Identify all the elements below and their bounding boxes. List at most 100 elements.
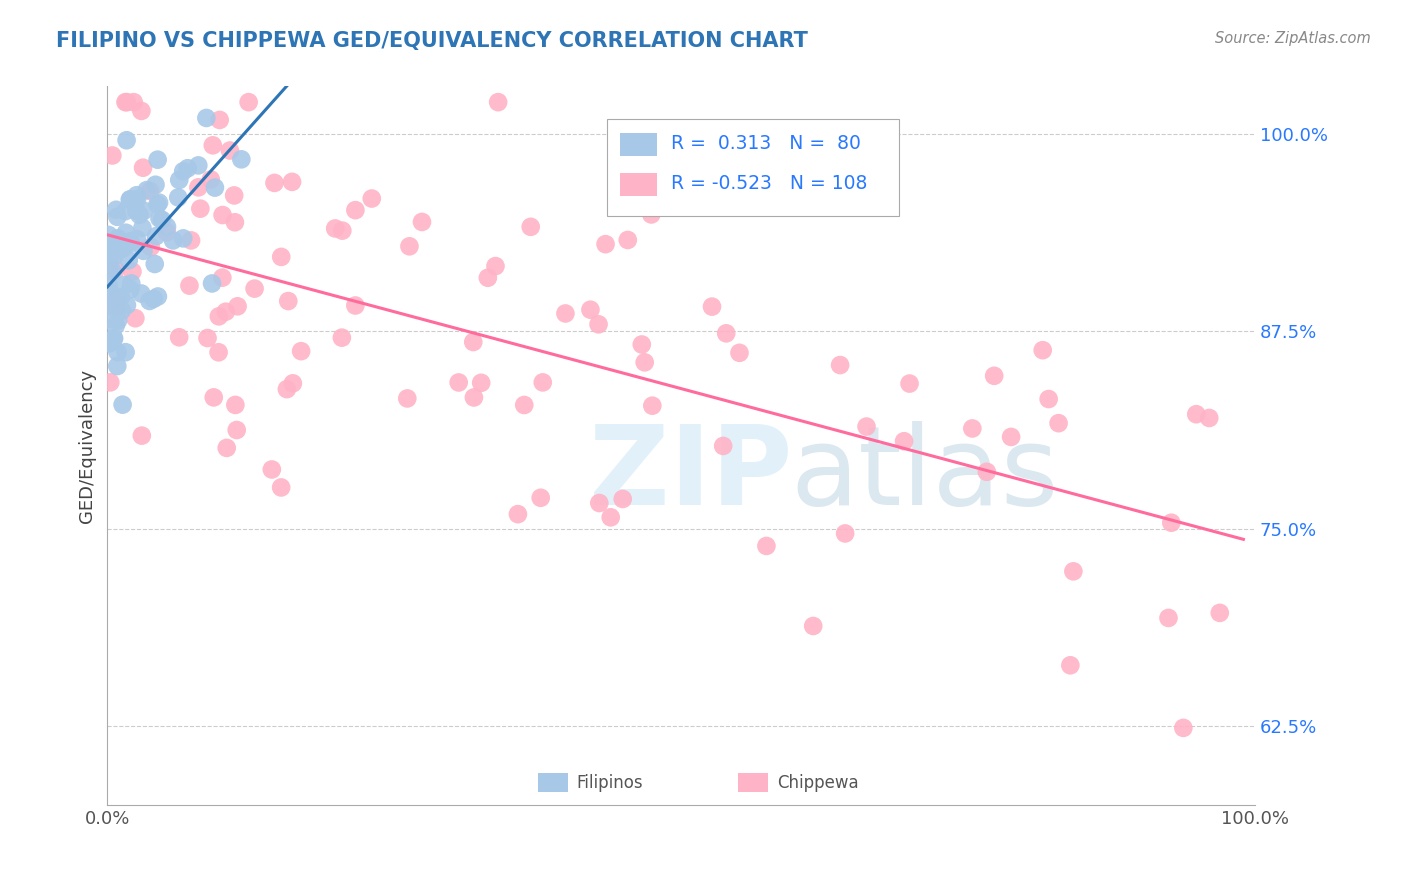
Point [120,234,142,248]
Point [167,173,190,187]
Point [641,399,664,413]
Point [463,391,485,405]
Point [101,148,124,162]
Point [110,290,132,304]
Point [344,298,367,312]
Point [172,231,194,245]
Point [215,304,238,318]
Text: Chippewa: Chippewa [778,773,859,792]
Point [486,95,509,110]
Point [103,249,125,263]
Point [121,264,143,278]
Point [1160,516,1182,530]
Point [470,376,492,390]
Y-axis label: GED/Equivalency: GED/Equivalency [79,368,96,523]
Point [120,283,142,297]
Point [125,232,148,246]
Point [277,294,299,309]
Point [118,193,141,207]
Point [1032,343,1054,358]
Point [219,144,242,158]
Point [281,175,304,189]
Text: Source: ZipAtlas.com: Source: ZipAtlas.com [1215,31,1371,46]
Point [111,242,134,256]
Point [98,251,121,265]
Point [202,391,225,405]
Point [145,229,167,244]
Point [270,480,292,494]
Point [131,286,153,301]
Point [105,210,128,224]
Point [1173,721,1195,735]
Text: ZIP: ZIP [589,421,793,528]
Point [103,332,125,346]
Point [290,344,312,359]
Point [588,496,610,510]
Point [187,158,209,172]
Point [716,326,738,341]
Point [124,311,146,326]
Point [231,153,253,167]
Point [97,289,120,303]
Point [142,292,165,306]
Point [238,95,260,110]
Point [612,491,634,506]
Point [728,346,751,360]
Point [132,203,155,218]
Point [616,233,638,247]
Point [276,382,298,396]
Text: atlas: atlas [790,421,1059,528]
Point [323,221,346,235]
Point [97,260,120,274]
Point [207,345,229,359]
Point [148,211,170,226]
Point [477,270,499,285]
Point [484,259,506,273]
Point [114,204,136,219]
Point [224,188,246,202]
Point [898,376,921,391]
Point [588,318,610,332]
Point [146,289,169,303]
Point [1198,411,1220,425]
Point [1047,416,1070,430]
Point [1157,611,1180,625]
Point [110,235,132,250]
Point [107,345,129,359]
Point [834,526,856,541]
Text: R = -0.523   N = 108: R = -0.523 N = 108 [671,174,868,193]
Point [162,234,184,248]
Point [122,95,145,110]
Point [115,95,138,110]
Point [148,195,170,210]
Point [215,441,238,455]
Point [398,239,420,253]
Point [101,236,124,251]
Point [595,237,617,252]
Point [167,190,190,204]
Point [97,262,120,277]
Point [396,392,419,406]
Point [146,153,169,167]
Point [830,358,852,372]
Point [187,180,209,194]
Point [211,270,233,285]
Point [103,293,125,308]
Point [447,376,470,390]
Point [107,231,129,245]
Point [101,300,124,314]
Point [463,334,485,349]
Point [131,220,153,235]
Point [200,172,222,186]
Point [1000,430,1022,444]
Point [115,298,138,312]
Point [97,227,120,242]
Point [105,300,128,314]
Point [344,203,367,218]
Point [104,318,127,333]
Point [224,215,246,229]
Point [114,95,136,110]
Point [1038,392,1060,406]
Point [893,434,915,449]
Point [111,398,134,412]
